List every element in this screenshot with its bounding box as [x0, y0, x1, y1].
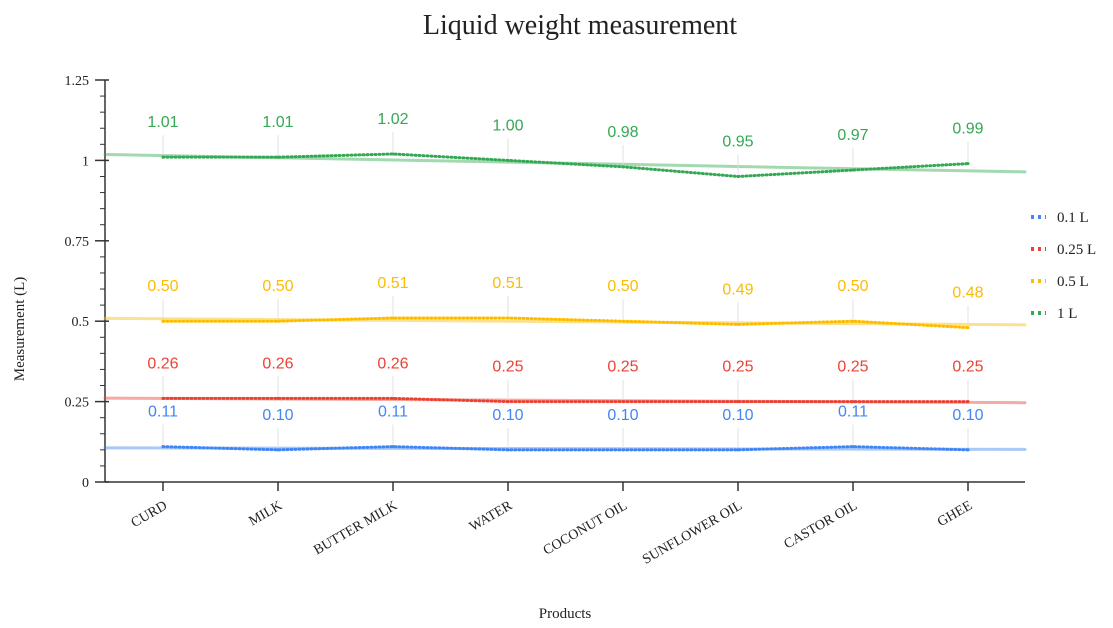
- series-line-0-1-l: [161, 445, 970, 452]
- data-point: [851, 445, 855, 449]
- data-label: 0.95: [722, 133, 753, 150]
- data-label: 0.25: [837, 359, 868, 376]
- y-tick-label: 0.5: [72, 315, 90, 330]
- data-point: [736, 448, 740, 452]
- x-axis-title: Products: [539, 606, 592, 622]
- data-label: 0.50: [147, 278, 178, 295]
- y-tick-label: 0: [82, 476, 89, 491]
- data-point: [966, 326, 970, 330]
- y-tick-label: 0.25: [65, 396, 90, 411]
- data-label: 0.48: [952, 285, 983, 302]
- data-point: [276, 319, 280, 323]
- data-point: [391, 396, 395, 400]
- data-point: [391, 152, 395, 156]
- data-label: 1.01: [147, 114, 178, 131]
- data-label: 0.98: [607, 124, 638, 141]
- y-tick-label: 1: [82, 154, 89, 169]
- data-label: 1.01: [262, 114, 293, 131]
- data-label: 0.25: [952, 359, 983, 376]
- x-tick-label: SUNFLOWER OIL: [640, 498, 745, 567]
- legend-label-0-1-l: 0.1 L: [1057, 210, 1089, 226]
- x-tick-label: BUTTER MILK: [311, 498, 400, 558]
- data-point: [506, 400, 510, 404]
- data-point: [506, 158, 510, 162]
- x-tick-label: COCONUT OIL: [541, 498, 630, 558]
- data-label: 0.10: [722, 407, 753, 424]
- data-label: 0.26: [262, 355, 293, 372]
- data-label: 0.97: [837, 127, 868, 144]
- data-point: [621, 400, 625, 404]
- legend-label-1-l: 1 L: [1057, 306, 1077, 322]
- series-line-0-25-l: [161, 396, 970, 404]
- data-point: [161, 445, 165, 449]
- data-point: [506, 448, 510, 452]
- data-label: 0.49: [722, 281, 753, 298]
- data-point: [391, 316, 395, 320]
- data-point: [161, 319, 165, 323]
- data-label: 0.25: [492, 359, 523, 376]
- data-label: 0.26: [377, 355, 408, 372]
- data-label: 0.51: [377, 275, 408, 292]
- data-label: 0.26: [147, 355, 178, 372]
- data-point: [736, 400, 740, 404]
- data-label: 0.10: [607, 407, 638, 424]
- x-tick-label: MILK: [247, 498, 285, 529]
- data-label: 0.99: [952, 121, 983, 138]
- data-label: 1.00: [492, 117, 523, 134]
- data-point: [621, 448, 625, 452]
- x-tick-label: CURD: [129, 498, 170, 530]
- data-label: 0.50: [262, 278, 293, 295]
- data-label: 0.11: [838, 404, 868, 421]
- data-label: 0.51: [492, 275, 523, 292]
- legend-label-0-25-l: 0.25 L: [1057, 242, 1096, 258]
- data-point: [391, 445, 395, 449]
- data-label: 0.50: [607, 278, 638, 295]
- data-point: [966, 448, 970, 452]
- x-tick-label: CASTOR OIL: [782, 498, 860, 552]
- legend: 0.1 L 0.25 L 0.5 L 1 L: [1031, 210, 1096, 322]
- series-lines: [161, 152, 970, 452]
- data-label: 0.50: [837, 278, 868, 295]
- data-point: [276, 396, 280, 400]
- data-point: [851, 400, 855, 404]
- data-point: [621, 165, 625, 169]
- data-label: 0.10: [262, 407, 293, 424]
- data-point: [161, 155, 165, 159]
- x-tick-label: GHEE: [935, 498, 975, 530]
- data-point: [966, 400, 970, 404]
- data-point: [736, 322, 740, 326]
- y-tick-label: 1.25: [65, 74, 90, 89]
- series-line-0-5-l: [161, 316, 970, 330]
- y-tick-label: 0.75: [65, 235, 90, 250]
- data-label: 0.25: [722, 359, 753, 376]
- data-point: [506, 316, 510, 320]
- legend-label-0-5-l: 0.5 L: [1057, 274, 1089, 290]
- data-point: [276, 448, 280, 452]
- data-point: [851, 168, 855, 172]
- data-label: 0.11: [378, 404, 408, 421]
- data-point: [736, 174, 740, 178]
- data-label: 1.02: [377, 111, 408, 128]
- data-point: [161, 396, 165, 400]
- x-tick-label: WATER: [467, 498, 515, 535]
- data-point: [966, 162, 970, 166]
- data-label: 0.25: [607, 359, 638, 376]
- data-label: 0.11: [148, 404, 178, 421]
- chart-title: Liquid weight measurement: [423, 10, 737, 41]
- data-point: [851, 319, 855, 323]
- y-axis-title: Measurement (L): [12, 277, 28, 382]
- data-label: 0.10: [492, 407, 523, 424]
- data-label: 0.10: [952, 407, 983, 424]
- series-line-1-l: [161, 152, 970, 178]
- data-point: [621, 319, 625, 323]
- data-labels: 0.11 0.10 0.11 0.10 0.10 0.10 0.11 0.10 0.26 0.26…: [147, 111, 984, 448]
- data-point: [276, 155, 280, 159]
- trendlines: [103, 152, 1027, 451]
